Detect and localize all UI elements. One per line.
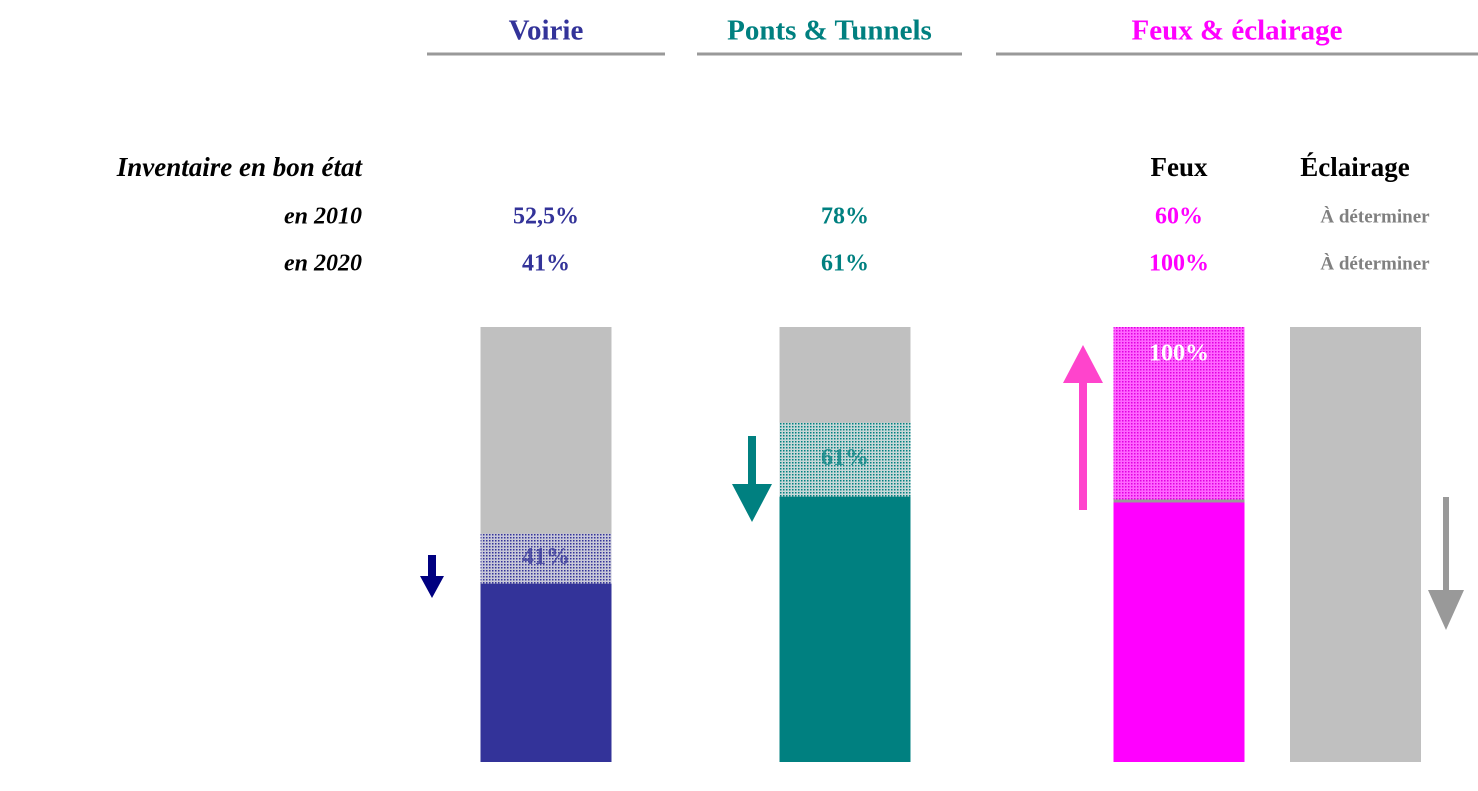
cell: 60% [1155,204,1203,230]
cell: 78% [821,204,869,230]
bar-solid [481,584,612,762]
group-title: Ponts & Tunnels [727,15,932,47]
bar-solid [1114,501,1245,762]
row-label: en 2010 [284,204,362,230]
bar-unknown [1290,327,1421,762]
row-label: en 2020 [284,251,362,277]
cell: 52,5% [513,204,579,230]
cell: 100% [1149,251,1209,277]
bar-label: 61% [821,445,869,471]
arrow-up [1063,345,1103,510]
cell: 61% [821,251,869,277]
bar-solid [780,497,911,762]
bar-label: 41% [522,544,570,570]
cell: À déterminer [1320,205,1430,227]
arrow-down [732,436,772,522]
bar-label: 100% [1149,341,1209,367]
infographic: Inventaire en bon état en 2010 en 2020 V… [0,0,1478,791]
cell: À déterminer [1320,252,1430,274]
sub-header: Éclairage [1300,152,1409,182]
cell: 41% [522,251,570,277]
arrow-down [420,555,444,598]
arrow-down [1428,497,1464,630]
row-title: Inventaire en bon état [116,152,364,182]
group-title: Feux & éclairage [1132,15,1343,47]
group-title: Voirie [509,15,584,47]
sub-header: Feux [1151,152,1208,182]
